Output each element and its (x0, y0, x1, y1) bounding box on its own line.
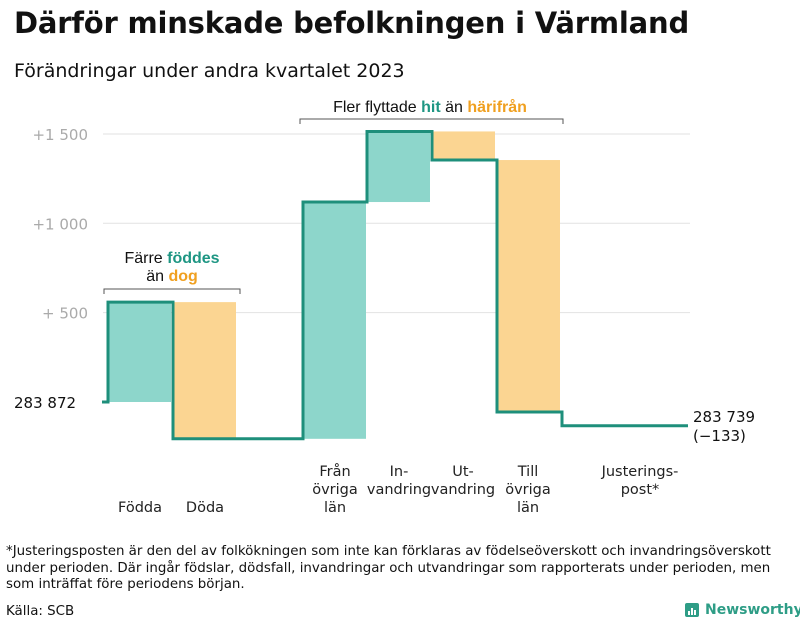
annotation-fodda-line2-part-1: dog (168, 268, 197, 285)
bar-födda (108, 302, 171, 402)
brand-name: Newsworthy (705, 602, 800, 618)
annotation-fodda-line1: Färre föddes (124, 250, 219, 267)
bar-döda (173, 302, 236, 439)
category-label-3-1: vandring (367, 482, 431, 498)
chart-title: Därför minskade befolkningen i Värmland (14, 6, 690, 40)
bar-till-övriga-län (497, 160, 560, 413)
start-value-label: 283 872 (14, 394, 76, 412)
y-tick-label-2: +1 500 (32, 126, 88, 144)
category-label-0-0: Födda (118, 500, 162, 516)
y-tick-label-0: + 500 (42, 305, 88, 323)
category-label-5-0: Till (517, 464, 539, 480)
annotation-flytt-bracket (299, 118, 564, 124)
category-label-1-0: Döda (186, 500, 224, 516)
category-label-4-1: vandring (431, 482, 495, 498)
category-label-5-2: län (517, 500, 539, 516)
annotation-fodda-line1-part-0: Färre (124, 250, 167, 267)
category-label-5-1: övriga (505, 482, 551, 498)
category-label-6-1: post* (621, 482, 660, 498)
annotation-flytt-line1-part-2: än (441, 99, 468, 116)
end-change-label: (−133) (693, 427, 746, 445)
annotation-flytt-line1-part-0: Fler flyttade (333, 99, 421, 116)
brand-logo[interactable]: Newsworthy (685, 602, 800, 618)
waterfall-chart: + 500 +1 000 +1 500 Födda Döda Från övriga län I… (14, 98, 755, 516)
category-label-2-2: län (324, 500, 346, 516)
category-label-4-0: Ut- (452, 464, 474, 480)
end-value-label: 283 739 (693, 408, 755, 426)
bar-utvandring (432, 131, 495, 161)
annotation-fodda-line2: än dog (146, 268, 198, 285)
bar-från-övriga-län (303, 202, 366, 439)
newsworthy-logo-icon (685, 603, 699, 617)
category-label-6-0: Justerings- (601, 464, 679, 480)
category-label-2-1: övriga (312, 482, 358, 498)
chart-subtitle: Förändringar under andra kvartalet 2023 (14, 60, 405, 82)
y-tick-label-1: +1 000 (32, 215, 88, 233)
bar-invandring (367, 131, 430, 203)
annotation-flytt-line1-part-3: härifrån (467, 98, 527, 116)
category-label-3-0: In- (390, 464, 409, 480)
source-label: Källa: SCB (6, 604, 75, 619)
footnote: *Justeringsposten är den del av folkökni… (6, 544, 771, 592)
annotation-fodda-bracket (103, 288, 241, 294)
annotation-fodda-line1-part-1: föddes (167, 250, 220, 267)
annotation-flytt-line1-part-1: hit (421, 99, 441, 116)
category-label-2-0: Från (319, 463, 350, 480)
step-line (102, 129, 688, 441)
annotation-fodda-line2-part-0: än (146, 268, 168, 285)
annotation-flytt-line1: Fler flyttade hit än härifrån (333, 98, 527, 116)
